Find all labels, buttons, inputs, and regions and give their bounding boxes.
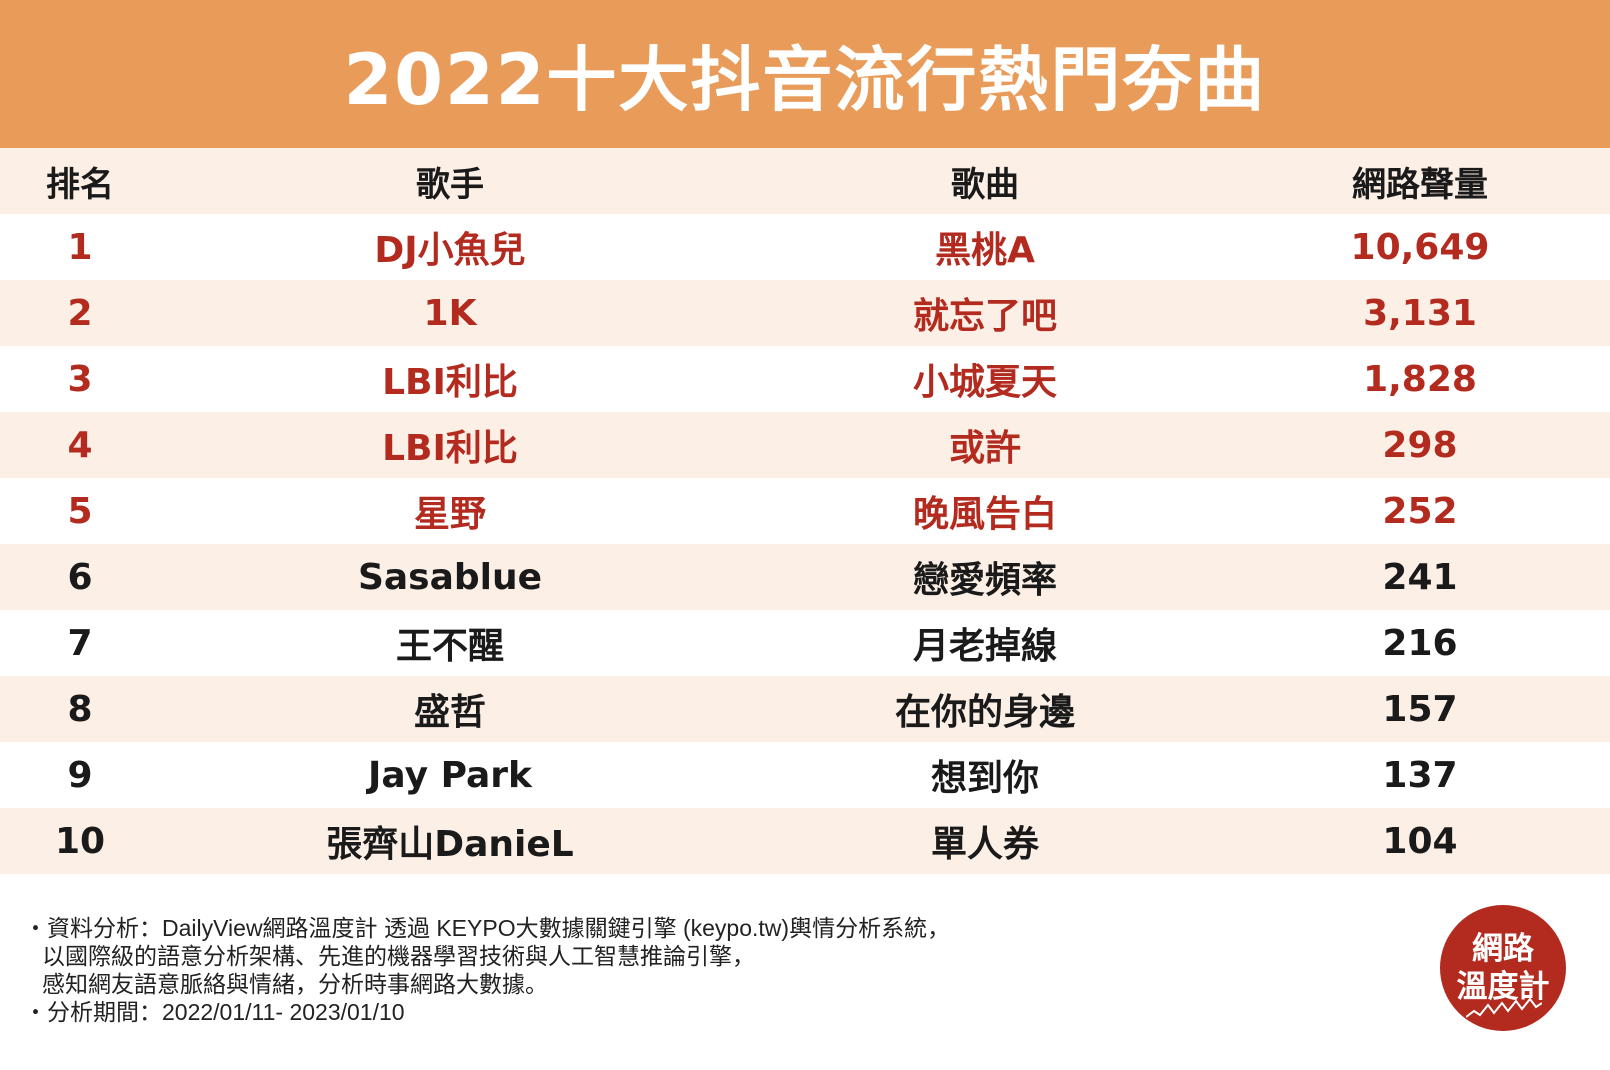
artist-cell: LBI利比 — [382, 362, 518, 403]
artist-cell: 1K — [423, 292, 477, 334]
table-row: 4 LBI利比 或許 298 — [0, 412, 1610, 478]
table-row: 2 1K 就忘了吧 3,131 — [0, 280, 1610, 346]
pulse-line-icon — [1466, 997, 1542, 1018]
song-cell: 就忘了吧 — [912, 296, 1057, 337]
rank-cell: 7 — [67, 622, 93, 664]
table-row: 1 DJ小魚兒 黑桃A 10,649 — [0, 214, 1610, 280]
artist-cell: 盛哲 — [413, 692, 486, 733]
song-cell: 想到你 — [930, 758, 1039, 799]
rank-cell: 10 — [54, 820, 106, 862]
logo-text-line1: 網路 — [1472, 931, 1534, 967]
artist-cell: LBI利比 — [382, 428, 518, 469]
table-header-row: 排名 歌手 歌曲 網路聲量 — [0, 148, 1610, 214]
volume-cell: 157 — [1382, 688, 1458, 730]
table-row: 8 盛哲 在你的身邊 157 — [0, 676, 1610, 742]
artist-cell: Sasablue — [357, 556, 543, 598]
song-cell: 晚風告白 — [912, 494, 1057, 535]
volume-cell: 10,649 — [1350, 226, 1490, 268]
analysis-period: ・分析期間：2022/01/11- 2023/01/10 — [24, 999, 405, 1025]
title-banner: 2022十大抖音流行熱門夯曲 — [0, 0, 1610, 148]
volume-cell: 252 — [1382, 490, 1458, 532]
table-row: 9 Jay Park 想到你 137 — [0, 742, 1610, 808]
song-cell: 在你的身邊 — [894, 692, 1075, 733]
song-cell: 戀愛頻率 — [912, 560, 1057, 601]
table-row: 10 張齊山DanieL 單人券 104 — [0, 808, 1610, 874]
volume-cell: 104 — [1382, 820, 1458, 862]
rank-cell: 9 — [67, 754, 93, 796]
dailyview-logo: 網路 溫度計 — [1440, 905, 1566, 1031]
artist-cell: 王不醒 — [395, 626, 504, 667]
source-notes: ・資料分析：DailyView網路溫度計 透過 KEYPO大數據關鍵引擎 (ke… — [24, 914, 1404, 1026]
volume-cell: 1,828 — [1363, 358, 1477, 400]
logo-text-line2: 溫度計 — [1456, 969, 1550, 1005]
artist-cell: DJ小魚兒 — [374, 230, 526, 271]
volume-cell: 298 — [1382, 424, 1458, 466]
source-note-line: ・資料分析：DailyView網路溫度計 透過 KEYPO大數據關鍵引擎 (ke… — [24, 915, 951, 941]
artist-cell: 星野 — [413, 494, 486, 535]
column-header-rank: 排名 — [46, 164, 114, 205]
source-note-line: 以國際級的語意分析架構、先進的機器學習技術與人工智慧推論引擎， — [42, 943, 755, 969]
rank-cell: 5 — [67, 490, 93, 532]
table-row: 7 王不醒 月老掉線 216 — [0, 610, 1610, 676]
rank-cell: 8 — [67, 688, 93, 730]
rank-cell: 3 — [67, 358, 93, 400]
song-cell: 黑桃A — [935, 230, 1035, 271]
song-cell: 或許 — [948, 428, 1021, 469]
volume-cell: 241 — [1382, 556, 1458, 598]
source-note-line: 感知網友語意脈絡與情緒，分析時事網路大數據。 — [42, 971, 548, 997]
page-title: 2022十大抖音流行熱門夯曲 — [343, 38, 1267, 121]
artist-cell: 張齊山DanieL — [326, 824, 574, 865]
table-row: 5 星野 晚風告白 252 — [0, 478, 1610, 544]
volume-cell: 137 — [1382, 754, 1458, 796]
column-header-song: 歌曲 — [951, 164, 1019, 205]
song-cell: 月老掉線 — [912, 626, 1057, 667]
rank-cell: 4 — [67, 424, 93, 466]
column-header-artist: 歌手 — [416, 164, 484, 205]
song-cell: 單人券 — [930, 824, 1039, 865]
rank-cell: 1 — [67, 226, 93, 268]
rank-cell: 6 — [67, 556, 93, 598]
ranking-table: 排名 歌手 歌曲 網路聲量 1 DJ小魚兒 黑桃A 10,649 2 1K 就忘… — [0, 148, 1610, 874]
artist-cell: Jay Park — [368, 754, 532, 796]
volume-cell: 216 — [1382, 622, 1458, 664]
table-row: 6 Sasablue 戀愛頻率 241 — [0, 544, 1610, 610]
song-cell: 小城夏天 — [912, 362, 1057, 403]
column-header-volume: 網路聲量 — [1352, 164, 1488, 205]
rank-cell: 2 — [67, 292, 93, 334]
volume-cell: 3,131 — [1363, 292, 1477, 334]
table-row: 3 LBI利比 小城夏天 1,828 — [0, 346, 1610, 412]
